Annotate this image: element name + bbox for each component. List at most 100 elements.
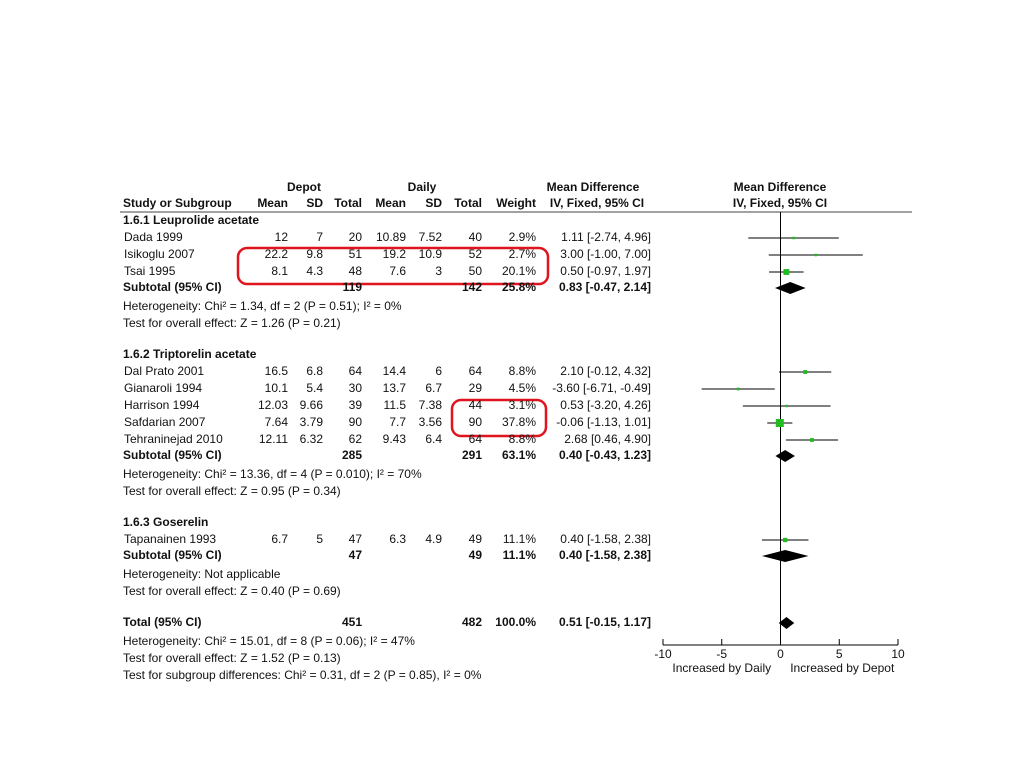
- cell: 12.11: [259, 432, 288, 446]
- cell: 47: [349, 532, 363, 546]
- cell: 6.32: [300, 432, 324, 446]
- cell: 451: [342, 615, 362, 629]
- study-name: Safdarian 2007: [124, 415, 206, 429]
- cell: 6: [435, 364, 442, 378]
- note: Test for subgroup differences: Chi² = 0.…: [123, 668, 482, 682]
- column-header: IV, Fixed, 95% CI: [550, 196, 644, 210]
- cell: 142: [462, 280, 482, 294]
- cell: 3.00 [-1.00, 7.00]: [560, 247, 651, 261]
- cell: 13.7: [383, 381, 407, 395]
- cell: 90: [349, 415, 363, 429]
- cell: 6.7: [425, 381, 442, 395]
- cell: 6.4: [425, 432, 442, 446]
- cell: 10.89: [376, 230, 406, 244]
- cell: 0.40 [-0.43, 1.23]: [559, 448, 651, 462]
- cell: 2.9%: [509, 230, 537, 244]
- cell: 7.6: [389, 264, 406, 278]
- cell: 0.40 [-1.58, 2.38]: [560, 532, 651, 546]
- cell: 8.1: [271, 264, 288, 278]
- cell: 8.8%: [509, 364, 537, 378]
- highlight-box: [450, 398, 548, 438]
- cell: 14.4: [383, 364, 407, 378]
- cell: 11.1%: [503, 532, 536, 546]
- cell: 47: [349, 548, 363, 562]
- cell: 7: [316, 230, 323, 244]
- group-title: 1.6.3 Goserelin: [123, 515, 208, 529]
- cell: 0.50 [-0.97, 1.97]: [560, 264, 651, 278]
- cell: 29: [469, 381, 483, 395]
- effect-square: [785, 404, 788, 408]
- cell: 51: [349, 247, 363, 261]
- cell: 119: [343, 280, 363, 294]
- cell: 37.8%: [502, 415, 536, 429]
- cell: 0.83 [-0.47, 2.14]: [559, 280, 651, 294]
- study-name: Tehraninejad 2010: [124, 432, 223, 446]
- cell: 100.0%: [495, 615, 536, 629]
- cell: 0.40 [-1.58, 2.38]: [559, 548, 651, 562]
- column-header: Weight: [496, 196, 536, 210]
- cell: 64: [469, 364, 483, 378]
- cell: 49: [469, 532, 483, 546]
- effect-square: [775, 419, 784, 427]
- column-header: SD: [306, 196, 323, 210]
- cell: 19.2: [383, 247, 407, 261]
- study-name: Gianaroli 1994: [124, 381, 202, 395]
- cell: 90: [469, 415, 483, 429]
- diamond: [775, 450, 795, 462]
- x-tick-label: 5: [836, 647, 843, 661]
- subtotal-label: Subtotal (95% CI): [123, 448, 222, 462]
- cell: 40: [469, 230, 483, 244]
- column-header: Total: [334, 196, 362, 210]
- note: Heterogeneity: Chi² = 15.01, df = 8 (P =…: [123, 634, 415, 648]
- note: Test for overall effect: Z = 1.52 (P = 0…: [123, 651, 341, 665]
- x-tick-label: -5: [716, 647, 727, 661]
- cell: 39: [349, 398, 363, 412]
- group-header: Daily: [408, 180, 437, 194]
- effect-square: [792, 236, 795, 240]
- subtotal-label: Subtotal (95% CI): [123, 280, 222, 294]
- cell: 4.3: [306, 264, 323, 278]
- column-header: SD: [425, 196, 442, 210]
- cell: 44: [469, 398, 483, 412]
- cell: 9.66: [300, 398, 324, 412]
- column-header: IV, Fixed, 95% CI: [733, 196, 827, 210]
- effect-square: [803, 370, 808, 374]
- study-name: Harrison 1994: [124, 398, 200, 412]
- plot-header: Mean Difference: [734, 180, 827, 194]
- note: Heterogeneity: Not applicable: [123, 567, 281, 581]
- cell: -3.60 [-6.71, -0.49]: [552, 381, 651, 395]
- cell: 3.1%: [509, 398, 537, 412]
- note: Heterogeneity: Chi² = 13.36, df = 4 (P =…: [123, 467, 422, 481]
- cell: 12: [275, 230, 289, 244]
- group-title: 1.6.2 Triptorelin acetate: [123, 347, 257, 361]
- cell: 52: [469, 247, 483, 261]
- group-title: 1.6.1 Leuprolide acetate: [123, 213, 259, 227]
- cell: 5: [316, 532, 323, 546]
- cell: 22.2: [265, 247, 289, 261]
- cell: 62: [349, 432, 363, 446]
- cell: 30: [349, 381, 363, 395]
- cell: 7.7: [389, 415, 406, 429]
- cell: 20: [349, 230, 363, 244]
- note: Test for overall effect: Z = 0.95 (P = 0…: [123, 484, 341, 498]
- cell: 20.1%: [502, 264, 536, 278]
- cell: 7.64: [265, 415, 289, 429]
- note: Test for overall effect: Z = 1.26 (P = 0…: [123, 316, 341, 330]
- cell: 0.53 [-3.20, 4.26]: [560, 398, 651, 412]
- cell: 63.1%: [502, 448, 536, 462]
- column-header: Mean: [257, 196, 288, 210]
- cell: 482: [462, 615, 482, 629]
- effect-square: [810, 438, 814, 442]
- cell: 10.9: [419, 247, 443, 261]
- cell: 4.5%: [509, 381, 537, 395]
- cell: 2.10 [-0.12, 4.32]: [560, 364, 651, 378]
- cell: 10.1: [265, 381, 289, 395]
- cell: 64: [349, 364, 363, 378]
- group-header: Depot: [287, 180, 321, 194]
- study-name: Dal Prato 2001: [124, 364, 204, 378]
- cell: 6.3: [389, 532, 406, 546]
- cell: 285: [342, 448, 362, 462]
- diamond: [778, 617, 795, 629]
